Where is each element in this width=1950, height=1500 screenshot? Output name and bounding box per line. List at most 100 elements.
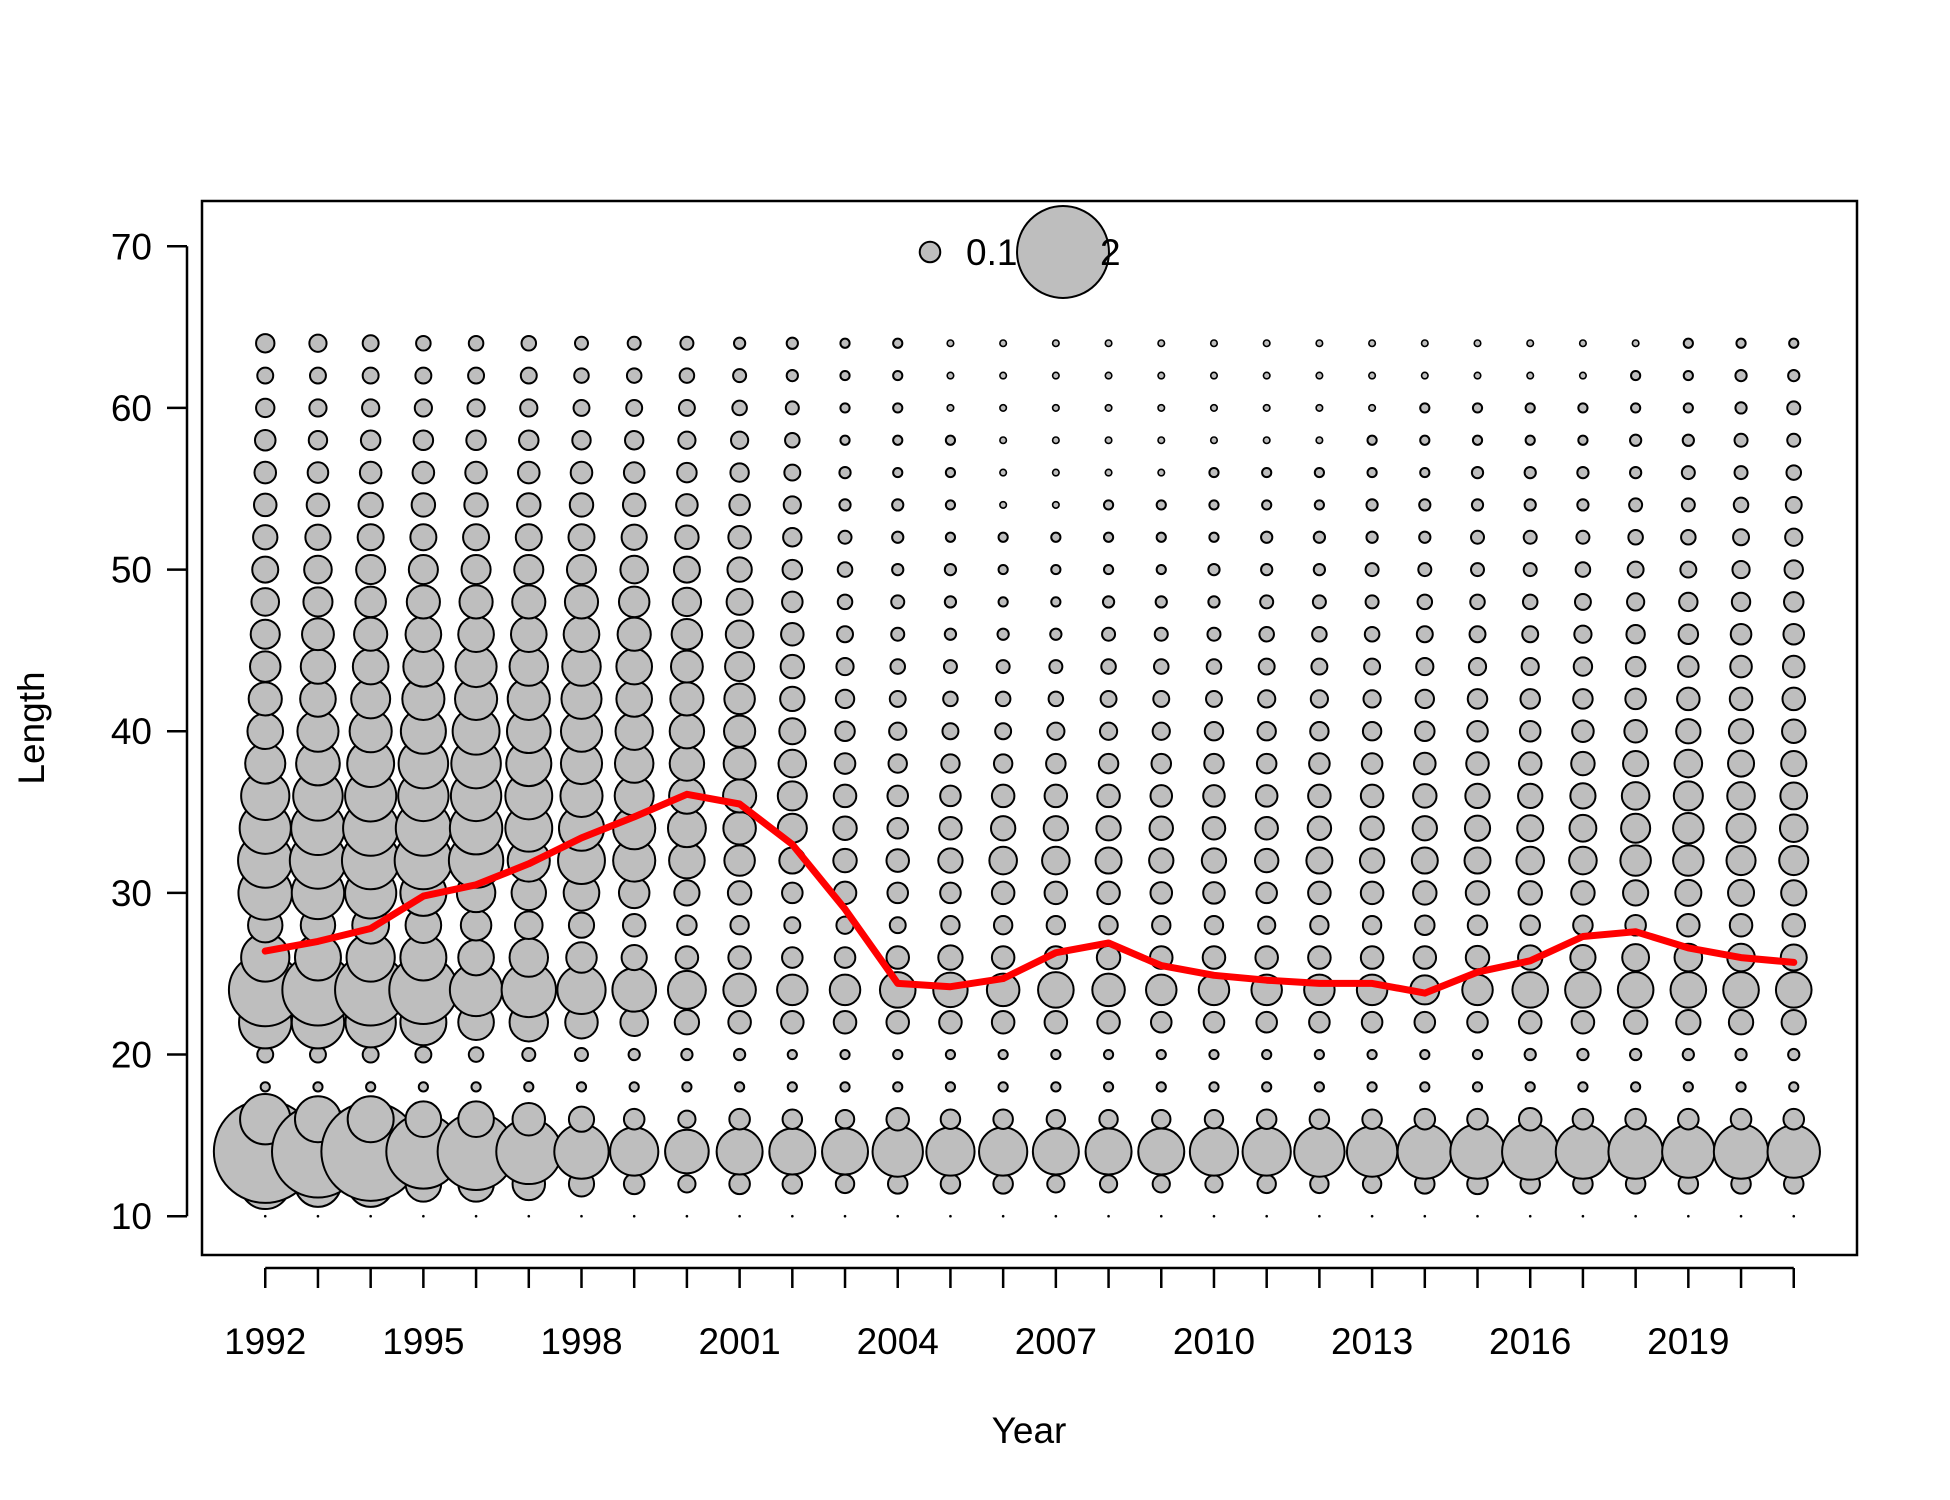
bubble-point: [1096, 1009, 1121, 1035]
bubble-point: [466, 398, 486, 418]
bubble-point: [1155, 563, 1167, 576]
bubble-point: [1104, 339, 1113, 348]
bubble-point: [1084, 1127, 1133, 1176]
bubble-point: [836, 625, 854, 644]
bubble-point: [673, 1009, 701, 1036]
bubble-point: [995, 659, 1011, 675]
bubble-point: [575, 1081, 588, 1093]
bubble-point: [674, 524, 700, 550]
bubble-point: [307, 430, 329, 451]
bubble-point: [1680, 465, 1696, 481]
bubble-point: [1312, 530, 1327, 544]
bubble-point: [1261, 1048, 1273, 1061]
bubble-point: [833, 946, 857, 969]
bubble-point: [1517, 1009, 1543, 1035]
bubble-point: [1412, 945, 1438, 970]
bubble-point: [1148, 815, 1174, 841]
bubble-point: [620, 523, 648, 551]
bubble-point: [1368, 403, 1377, 412]
bubble-point: [527, 1214, 531, 1218]
bubble-point: [519, 398, 539, 418]
bubble-point: [673, 879, 701, 907]
bubble-point: [1102, 531, 1115, 543]
bubble-point: [1673, 748, 1704, 779]
bubble-point: [782, 527, 803, 548]
bubble-point: [1049, 627, 1063, 641]
bubble-point: [1241, 1126, 1292, 1177]
legend: 0.1 2: [918, 205, 1121, 299]
bubble-point: [1628, 497, 1644, 513]
bubble-point: [1675, 1009, 1702, 1036]
bubble-point: [1629, 433, 1643, 447]
bubble-point: [997, 596, 1009, 608]
bubble-point: [1359, 783, 1385, 809]
bubble-point: [1727, 878, 1756, 907]
bubble-point: [1473, 371, 1482, 380]
bubble-point: [938, 1009, 963, 1035]
bubble-point: [886, 816, 910, 840]
bubble-point: [1726, 781, 1756, 811]
bubble-point: [1517, 782, 1544, 810]
bubble-point: [669, 649, 704, 684]
bubble-point: [1672, 811, 1705, 845]
bubble-point: [1784, 495, 1803, 514]
bubble-point: [1464, 782, 1491, 810]
bubble-point: [1368, 339, 1377, 348]
bubble-point: [988, 845, 1018, 876]
bubble-point: [678, 367, 696, 384]
bubble-point: [732, 368, 748, 384]
bubble-point: [1048, 659, 1064, 675]
bubble-point: [1306, 815, 1333, 841]
bubble-point: [832, 815, 858, 841]
bubble-point: [821, 1127, 870, 1176]
bubble-point: [1521, 593, 1539, 611]
bubble-point: [1766, 1124, 1821, 1179]
bubble-point: [1449, 1123, 1506, 1180]
bubble-point: [1043, 1009, 1069, 1035]
bubble-point: [674, 945, 700, 970]
bubble-point: [1630, 402, 1642, 414]
bubble-point: [724, 619, 755, 650]
bubble-point: [727, 945, 752, 970]
bubble-point: [1188, 1126, 1240, 1177]
bubble-point: [768, 1127, 817, 1176]
bubble-point: [1209, 436, 1219, 445]
bubble-point: [1366, 1048, 1378, 1061]
bubble-point: [1622, 749, 1650, 778]
bubble-point: [1528, 1214, 1532, 1218]
bubble-point: [828, 973, 862, 1007]
bubble-point: [1569, 943, 1597, 972]
bubble-point: [1682, 1081, 1694, 1093]
bubble-point: [1471, 1081, 1484, 1093]
bubble-point: [999, 371, 1008, 380]
bubble-point: [622, 461, 646, 484]
bubble-point: [779, 685, 806, 713]
bubble-point: [777, 748, 808, 779]
bubble-point: [892, 1081, 904, 1093]
bubble-point: [781, 1173, 804, 1195]
bubble-point: [1681, 433, 1695, 447]
bubble-point: [1153, 626, 1169, 642]
bubble-point: [513, 910, 544, 941]
bubble-point: [1413, 1107, 1437, 1131]
bubble-point: [997, 563, 1009, 576]
bubble-point: [738, 1214, 741, 1218]
bubble-point: [946, 339, 955, 348]
bubble-point: [939, 1108, 962, 1130]
bubble-point: [676, 914, 698, 936]
bubble-point: [1368, 371, 1377, 380]
bubble-point: [727, 524, 752, 550]
bubble-point: [1672, 844, 1705, 877]
bubble-point: [464, 460, 488, 485]
bubble-point: [939, 1173, 962, 1195]
bubble-point: [1311, 594, 1327, 610]
bubble-point: [1151, 1174, 1171, 1194]
bubble-point: [978, 1126, 1029, 1177]
bubble-point: [1151, 721, 1171, 741]
bubble-point: [944, 1048, 957, 1061]
bubble-point: [1149, 784, 1174, 808]
bubble-point: [253, 428, 277, 452]
bubble-point: [776, 973, 809, 1007]
bubble-point: [1526, 371, 1535, 380]
